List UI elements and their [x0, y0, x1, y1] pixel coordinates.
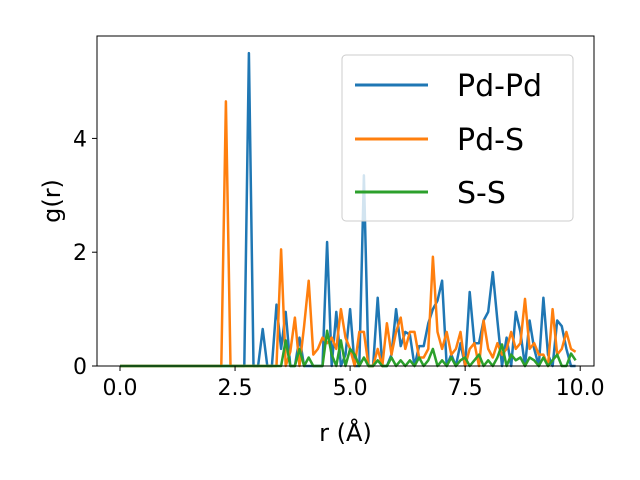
x-tick-label: 5.0: [333, 376, 368, 401]
y-tick-label: 4: [73, 127, 87, 152]
x-tick-label: 2.5: [218, 376, 253, 401]
legend: Pd-Pd Pd-S S-S: [341, 54, 574, 222]
x-tick-label: 7.5: [448, 376, 483, 401]
y-tick-label: 0: [73, 355, 87, 380]
legend-box: [341, 54, 574, 222]
legend-label-pd-s: Pd-S: [457, 123, 524, 158]
series-line-pd-s: [120, 100, 577, 368]
legend-label-pd-pd: Pd-Pd: [457, 69, 542, 104]
y-axis-label: g(r): [38, 179, 66, 223]
axes-frame: [96, 35, 595, 367]
y-axis: 0 2 4: [73, 127, 97, 380]
x-axis: 0.0 2.5 5.0 7.5 10.0: [103, 366, 605, 401]
x-tick-label: 0.0: [103, 376, 138, 401]
x-tick-label: 10.0: [556, 376, 605, 401]
series-line-s-s: [120, 329, 577, 368]
x-axis-label: r (Å): [319, 418, 372, 447]
y-tick-label: 2: [73, 241, 87, 266]
legend-label-s-s: S-S: [457, 176, 506, 211]
